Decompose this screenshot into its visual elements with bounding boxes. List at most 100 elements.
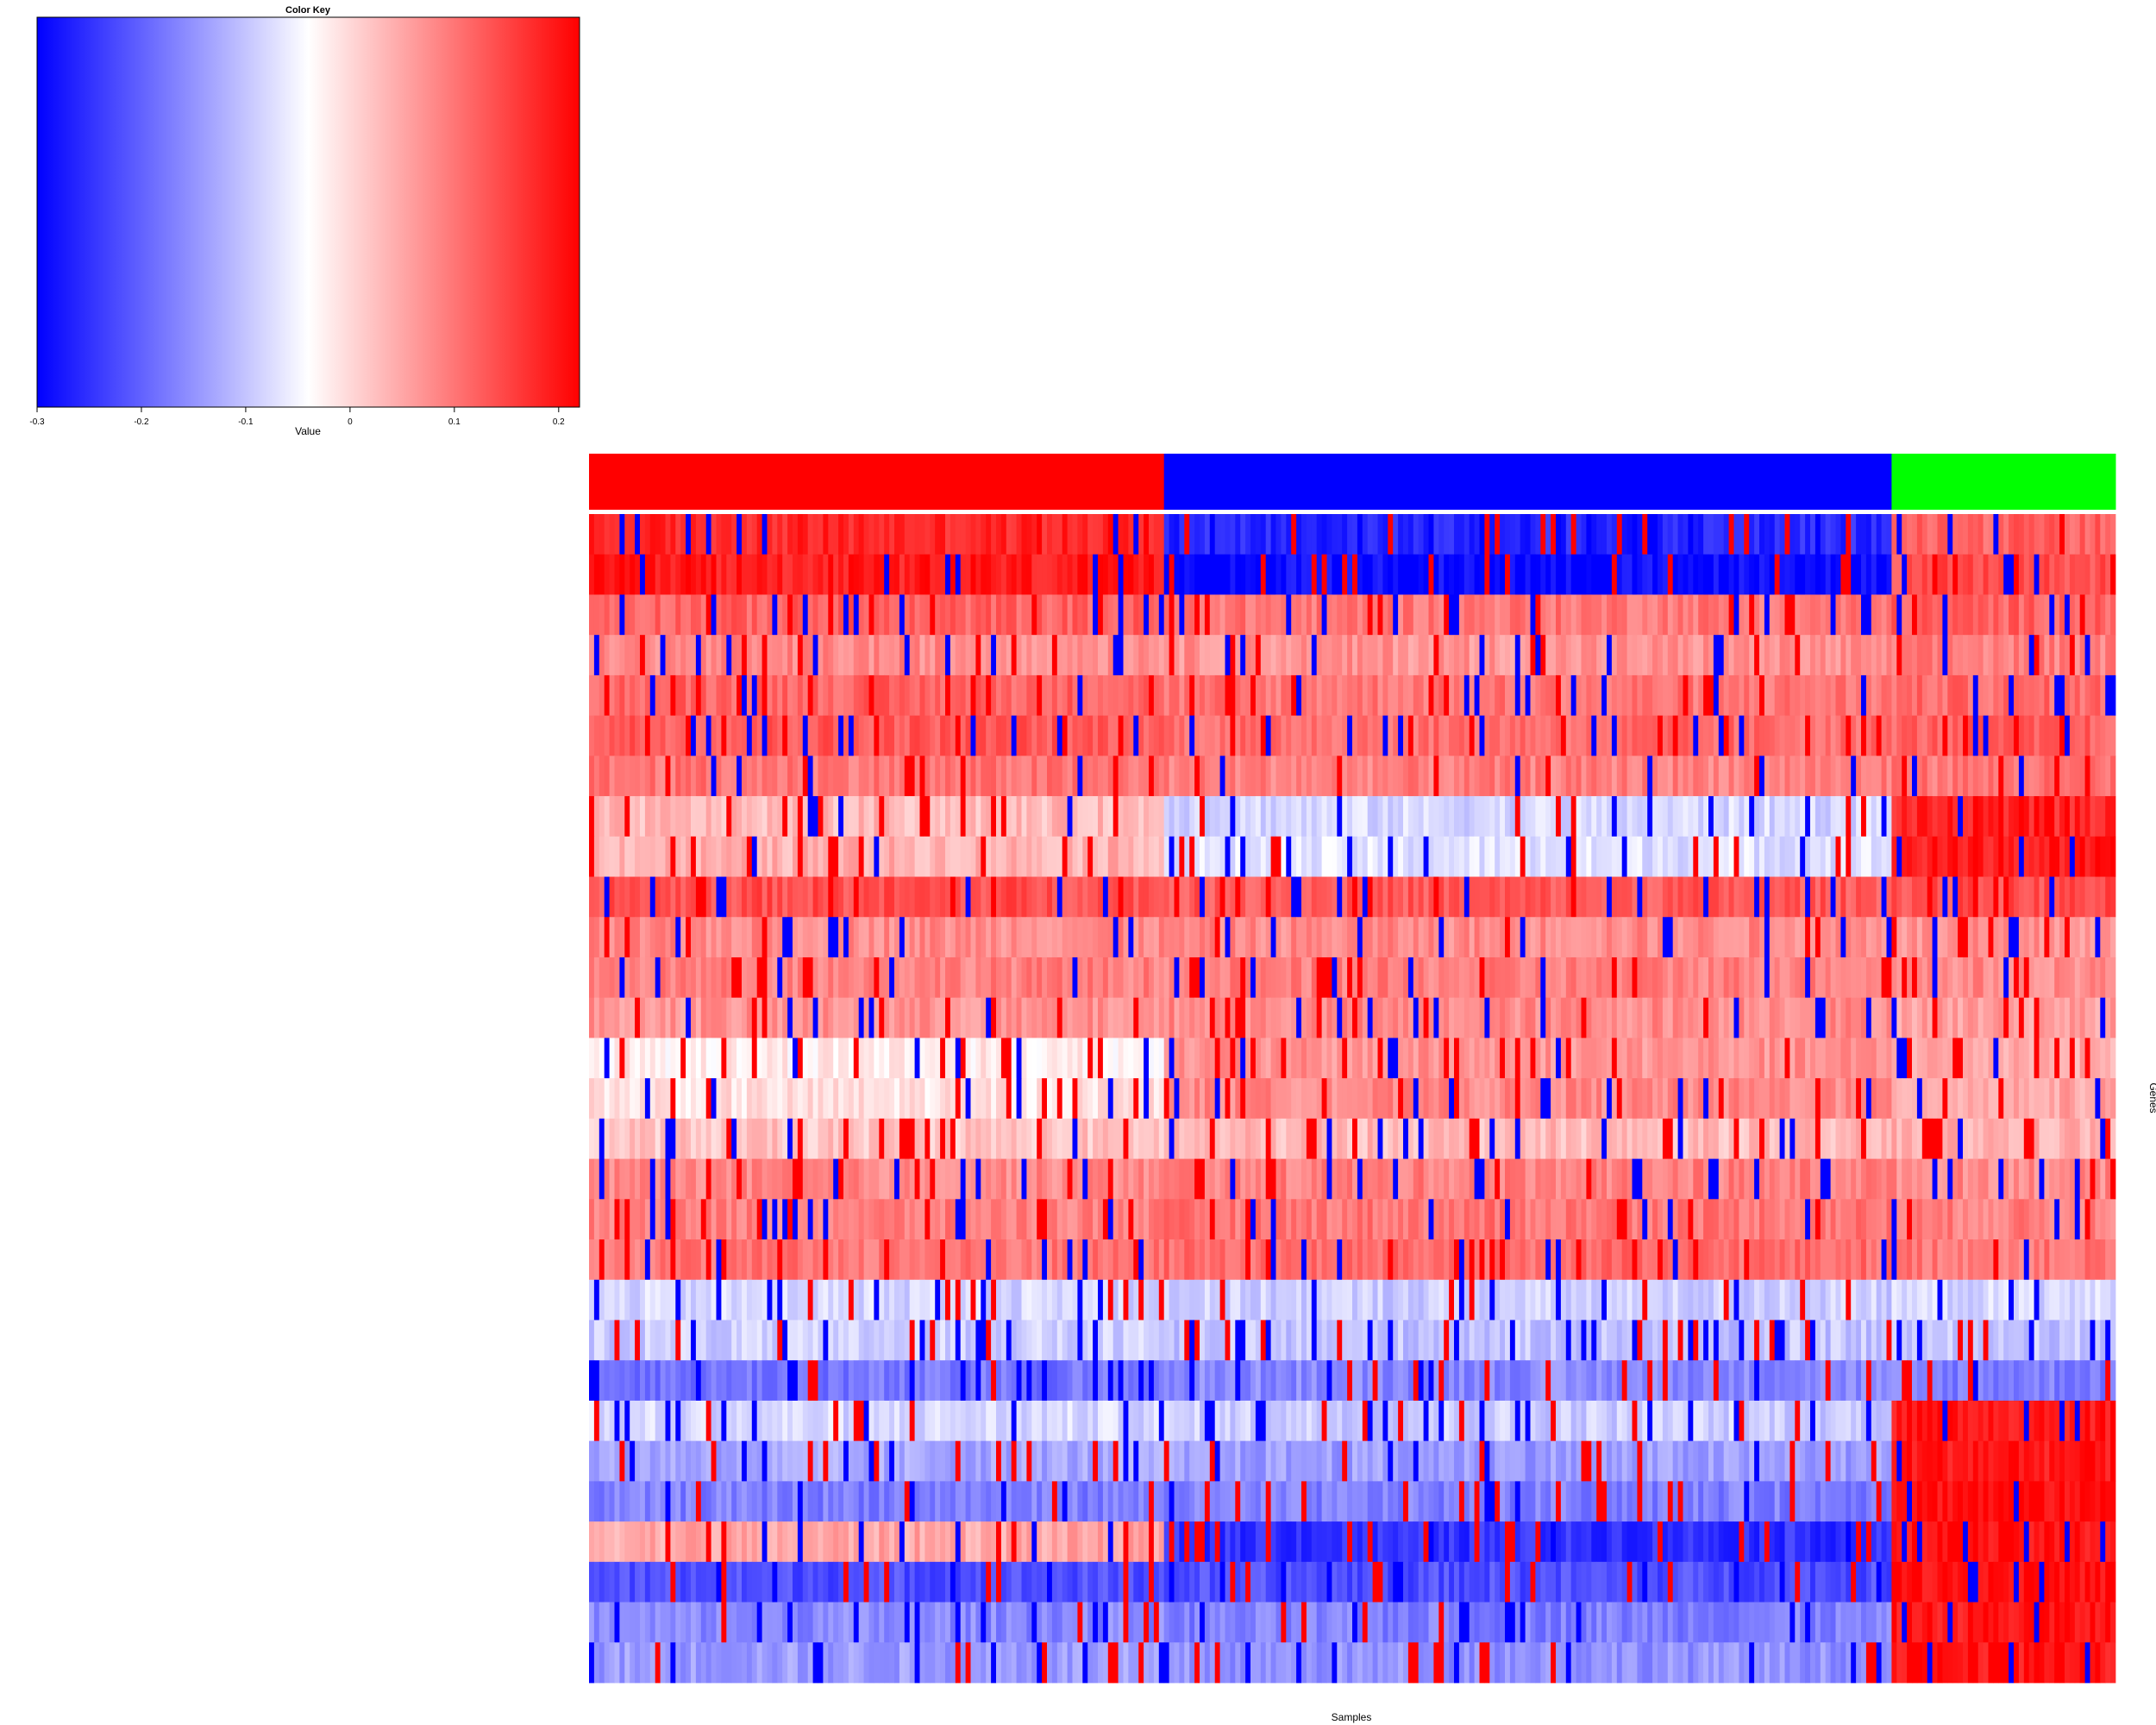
heatmap-cell bbox=[1785, 1119, 1790, 1159]
heatmap-cell bbox=[879, 1038, 884, 1078]
heatmap-cell bbox=[757, 514, 762, 555]
heatmap-cell bbox=[1495, 917, 1500, 957]
heatmap-cell bbox=[2003, 837, 2009, 877]
heatmap-cell bbox=[1633, 635, 1638, 675]
heatmap-cell bbox=[1317, 1159, 1322, 1200]
heatmap-cell bbox=[2059, 635, 2065, 675]
heatmap-cell bbox=[605, 1038, 610, 1078]
heatmap-cell bbox=[1256, 1078, 1261, 1119]
heatmap-cell bbox=[924, 716, 930, 756]
heatmap-cell bbox=[1113, 1119, 1119, 1159]
heatmap-cell bbox=[1378, 837, 1383, 877]
heatmap-cell bbox=[1927, 1038, 1933, 1078]
heatmap-cell bbox=[2110, 957, 2115, 998]
heatmap-cell bbox=[1683, 675, 1689, 716]
heatmap-cell bbox=[624, 1159, 630, 1200]
heatmap-cell bbox=[2065, 837, 2070, 877]
heatmap-cell bbox=[1291, 1119, 1296, 1159]
heatmap-cell bbox=[680, 1078, 686, 1119]
heatmap-cell bbox=[1729, 756, 1734, 796]
heatmap-cell bbox=[1622, 675, 1627, 716]
heatmap-cell bbox=[1245, 514, 1250, 555]
heatmap-cell bbox=[1714, 756, 1719, 796]
heatmap-cell bbox=[777, 594, 782, 635]
heatmap-cell bbox=[2029, 837, 2034, 877]
heatmap-cell bbox=[1688, 1119, 1693, 1159]
heatmap-cell bbox=[1068, 555, 1073, 595]
heatmap-cell bbox=[605, 957, 610, 998]
heatmap-cell bbox=[1902, 1119, 1907, 1159]
heatmap-cell bbox=[1475, 1038, 1480, 1078]
heatmap-cell bbox=[1113, 716, 1119, 756]
heatmap-cell bbox=[1144, 1119, 1149, 1159]
heatmap-cell bbox=[1189, 957, 1194, 998]
heatmap-cell bbox=[1296, 1078, 1301, 1119]
heatmap-cell bbox=[2014, 514, 2019, 555]
heatmap-cell bbox=[736, 555, 742, 595]
heatmap-cell bbox=[2044, 917, 2049, 957]
heatmap-cell bbox=[1993, 1119, 1998, 1159]
heatmap-cell bbox=[1077, 756, 1082, 796]
heatmap-cell bbox=[843, 1159, 849, 1200]
heatmap-cell bbox=[2059, 514, 2065, 555]
heatmap-cell bbox=[1368, 1078, 1373, 1119]
heatmap-cell bbox=[2034, 675, 2040, 716]
heatmap-cell bbox=[940, 1159, 945, 1200]
heatmap-cell bbox=[605, 716, 610, 756]
heatmap-cell bbox=[1026, 957, 1031, 998]
heatmap-cell bbox=[1480, 998, 1485, 1038]
heatmap-cell bbox=[2040, 957, 2045, 998]
heatmap-cell bbox=[2034, 1119, 2040, 1159]
heatmap-cell bbox=[1093, 877, 1098, 918]
heatmap-cell bbox=[1978, 756, 1984, 796]
heatmap-cell bbox=[986, 877, 991, 918]
heatmap-cell bbox=[736, 635, 742, 675]
heatmap-cell bbox=[1052, 1119, 1057, 1159]
heatmap-cell bbox=[1500, 675, 1505, 716]
heatmap-cell bbox=[945, 514, 950, 555]
heatmap-cell bbox=[2034, 635, 2040, 675]
heatmap-cell bbox=[2029, 998, 2034, 1038]
heatmap-cell bbox=[650, 1078, 655, 1119]
heatmap-cell bbox=[1291, 917, 1296, 957]
heatmap-cell bbox=[1113, 998, 1119, 1038]
heatmap-cell bbox=[859, 998, 864, 1038]
heatmap-cell bbox=[782, 514, 787, 555]
heatmap-cell bbox=[782, 998, 787, 1038]
heatmap-cell bbox=[1942, 1078, 1947, 1119]
heatmap-cell bbox=[1220, 716, 1225, 756]
heatmap-cell bbox=[874, 1159, 879, 1200]
heatmap-cell bbox=[1545, 998, 1551, 1038]
heatmap-cell bbox=[1846, 1078, 1851, 1119]
heatmap-cell bbox=[1133, 716, 1138, 756]
heatmap-cell bbox=[1210, 877, 1215, 918]
heatmap-cell bbox=[1596, 635, 1601, 675]
heatmap-cell bbox=[1968, 594, 1973, 635]
heatmap-cell bbox=[940, 1078, 945, 1119]
heatmap-cell bbox=[1363, 917, 1368, 957]
heatmap-cell bbox=[1138, 1078, 1144, 1119]
heatmap-cell bbox=[1510, 998, 1515, 1038]
heatmap-cell bbox=[1062, 514, 1068, 555]
heatmap-cell bbox=[1317, 796, 1322, 837]
heatmap-cell bbox=[655, 837, 661, 877]
heatmap-cell bbox=[711, 514, 717, 555]
heatmap-cell bbox=[1526, 675, 1531, 716]
heatmap-cell bbox=[1770, 1038, 1775, 1078]
heatmap-cell bbox=[1077, 635, 1082, 675]
heatmap-cell bbox=[711, 837, 717, 877]
heatmap-cell bbox=[1612, 555, 1617, 595]
heatmap-cell bbox=[1281, 837, 1286, 877]
heatmap-cell bbox=[1601, 594, 1607, 635]
heatmap-cell bbox=[1617, 716, 1622, 756]
heatmap-cell bbox=[859, 675, 864, 716]
heatmap-cell bbox=[1642, 716, 1647, 756]
heatmap-cell bbox=[924, 837, 930, 877]
heatmap-cell bbox=[935, 1159, 940, 1200]
heatmap-cell bbox=[1586, 837, 1591, 877]
heatmap-cell bbox=[1301, 837, 1307, 877]
heatmap-cell bbox=[1622, 837, 1627, 877]
heatmap-cell bbox=[1093, 1119, 1098, 1159]
heatmap-cell bbox=[1556, 877, 1561, 918]
heatmap-cell bbox=[1286, 756, 1291, 796]
